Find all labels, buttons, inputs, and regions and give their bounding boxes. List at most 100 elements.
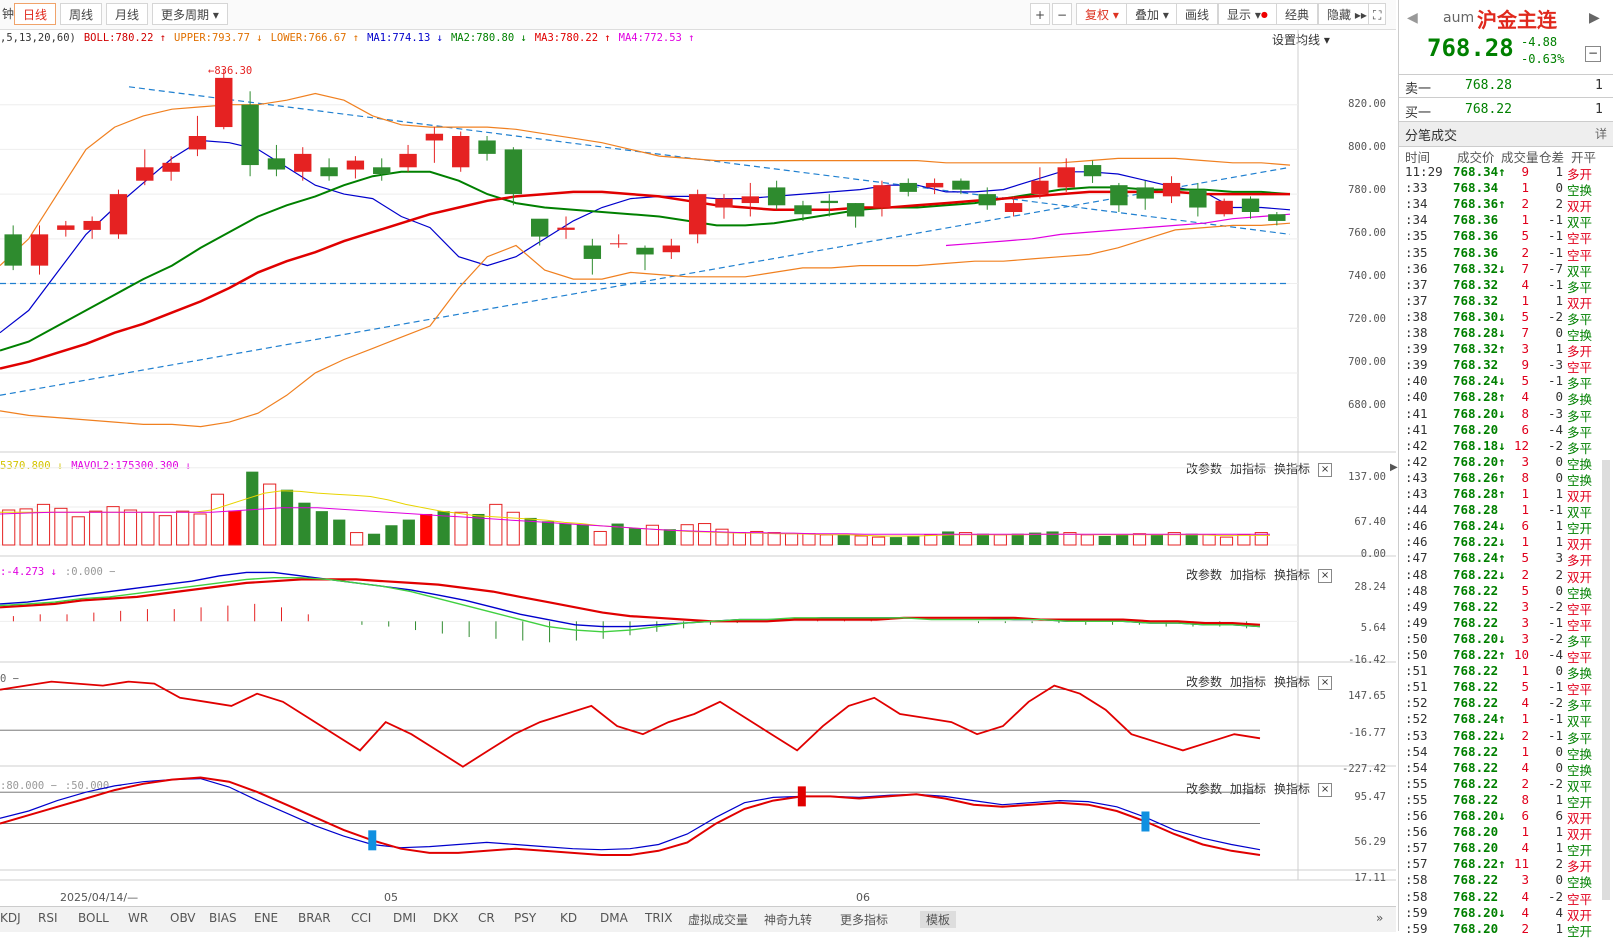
volume-bar	[628, 528, 642, 545]
modify-param-button[interactable]: 改参数	[1186, 462, 1223, 476]
date-month-05: 05	[384, 891, 398, 904]
close-icon[interactable]: ×	[1318, 568, 1333, 583]
tick-price: 768.20	[1453, 421, 1499, 437]
tick-type: 空平	[1567, 650, 1593, 665]
indicator-tab[interactable]: OBV	[170, 911, 196, 925]
tick-volume: 4	[1521, 904, 1529, 920]
collapse-icon[interactable]: −	[1585, 46, 1601, 62]
tick-time: :37	[1405, 292, 1428, 308]
y-axis-label: -227.42	[1342, 763, 1387, 775]
tick-oi-change: -4	[1547, 647, 1563, 662]
switch-indicator-button[interactable]: 换指标	[1274, 568, 1311, 582]
splitter-handle-icon[interactable]: ▶	[1390, 462, 1398, 473]
switch-indicator-button[interactable]: 换指标	[1274, 782, 1311, 796]
y-axis-label: 780.00	[1348, 184, 1386, 196]
indicator-tab[interactable]: WR	[128, 911, 149, 925]
display-button[interactable]: 显示 ▾●	[1218, 3, 1277, 25]
prev-icon[interactable]: ◀	[1407, 10, 1418, 26]
add-indicator-button[interactable]: 加指标	[1230, 675, 1267, 689]
indicator-tab[interactable]: 神奇九转	[764, 913, 813, 927]
switch-indicator-button[interactable]: 换指标	[1274, 462, 1311, 476]
zoom-out-button[interactable]: −	[1052, 3, 1073, 25]
tick-row: :42 768.20↑ 3 0 空换	[1399, 454, 1613, 472]
y-axis-label: -16.77	[1348, 727, 1386, 739]
ticks-detail-button[interactable]: 详	[1595, 127, 1608, 141]
tick-volume: 1	[1521, 502, 1529, 518]
add-indicator-button[interactable]: 加指标	[1230, 462, 1267, 476]
indicator-tab[interactable]: CR	[478, 911, 495, 925]
volume-bar	[767, 532, 781, 546]
volume-bar	[593, 530, 607, 546]
zoom-in-button[interactable]: +	[1030, 3, 1051, 25]
indicator-tab[interactable]: KDJ	[0, 911, 21, 925]
cci-legend: 0 −	[0, 673, 27, 685]
tab-monthly[interactable]: 月线	[106, 3, 149, 25]
minute-tab[interactable]: 钟	[2, 7, 15, 21]
tabs-scroll-right-icon[interactable]: »	[1376, 911, 1384, 925]
classic-button[interactable]: 经典	[1276, 3, 1319, 25]
indicator-tab[interactable]: DMI	[393, 911, 417, 925]
next-icon[interactable]: ▶	[1589, 10, 1600, 26]
indicator-tab[interactable]: KD	[560, 911, 578, 925]
tick-oi-change: -1	[1547, 244, 1563, 260]
close-icon[interactable]: ×	[1318, 782, 1333, 797]
ma-setting-button[interactable]: 设置均线 ▾	[1272, 33, 1330, 47]
tick-row: :49 768.22 3 -2 空平	[1399, 598, 1613, 617]
candle-body	[215, 77, 233, 128]
tick-row: :51 768.22 1 0 多换	[1399, 663, 1613, 681]
indicator-tab[interactable]: DMA	[600, 911, 628, 925]
indicator-tab[interactable]: 模板	[920, 911, 957, 928]
kdj-line-k	[0, 777, 1261, 851]
tick-time: :33	[1405, 180, 1428, 196]
tick-time: :44	[1405, 502, 1428, 518]
tick-volume: 10	[1513, 647, 1529, 662]
close-icon[interactable]: ×	[1318, 675, 1333, 690]
tick-oi-change: 6	[1555, 808, 1563, 823]
volume-bar	[541, 521, 555, 545]
tick-time: :40	[1405, 373, 1428, 389]
indicator-tab[interactable]: BRAR	[298, 911, 331, 925]
indicator-tab[interactable]: BIAS	[209, 911, 237, 925]
indicator-tab[interactable]: DKX	[433, 911, 459, 925]
indicator-tab[interactable]: 虚拟成交量	[688, 913, 749, 927]
tick-time: :58	[1405, 872, 1428, 888]
macd-legend: :-4.273 ↓:0.000 −	[0, 566, 123, 578]
tick-price: 768.22	[1453, 695, 1499, 711]
tick-price: 768.22	[1453, 598, 1499, 614]
tick-volume: 1	[1521, 534, 1529, 550]
kline-chart[interactable]: ←836.30	[0, 0, 1396, 906]
modify-param-button[interactable]: 改参数	[1186, 568, 1223, 582]
switch-indicator-button[interactable]: 换指标	[1274, 675, 1311, 689]
volume-bar	[36, 503, 51, 546]
tick-oi-change: -2	[1547, 308, 1563, 324]
tick-volume: 1	[1521, 824, 1529, 840]
ticks-scrollbar[interactable]	[1602, 460, 1610, 900]
tick-volume: 6	[1521, 808, 1529, 823]
tick-price: 768.34	[1453, 180, 1499, 196]
adjust-button[interactable]: 复权 ▾	[1076, 3, 1128, 25]
tab-more-periods[interactable]: 更多周期 ▾	[152, 3, 228, 25]
close-icon[interactable]: ×	[1318, 462, 1333, 477]
hide-button[interactable]: 隐藏 ▸▸	[1318, 3, 1376, 25]
tick-time: :51	[1405, 679, 1428, 695]
tab-daily[interactable]: 日线	[14, 3, 57, 25]
indicator-tab[interactable]: CCI	[351, 911, 372, 925]
kdj-cross-marker	[368, 830, 377, 851]
volume-bar	[263, 483, 277, 546]
indicator-tab[interactable]: BOLL	[78, 911, 109, 925]
modify-param-button[interactable]: 改参数	[1186, 675, 1223, 689]
indicator-tab[interactable]: RSI	[38, 911, 58, 925]
indicator-tab[interactable]: 更多指标	[840, 913, 889, 927]
tick-price: 768.32↓	[1453, 260, 1506, 276]
tick-price: 768.22	[1453, 743, 1499, 759]
candle-body	[688, 194, 707, 235]
fullscreen-icon[interactable]: ⛶	[1368, 3, 1387, 25]
add-indicator-button[interactable]: 加指标	[1230, 568, 1267, 582]
volume-bar	[889, 537, 903, 545]
indicator-tab[interactable]: ENE	[254, 911, 279, 925]
draw-line-button[interactable]: 画线	[1176, 3, 1219, 25]
indicator-tab[interactable]: TRIX	[645, 911, 673, 925]
indicator-tab[interactable]: PSY	[514, 911, 537, 925]
tab-weekly[interactable]: 周线	[60, 3, 103, 25]
tick-row: :51 768.22 5 -1 空平	[1399, 679, 1613, 697]
